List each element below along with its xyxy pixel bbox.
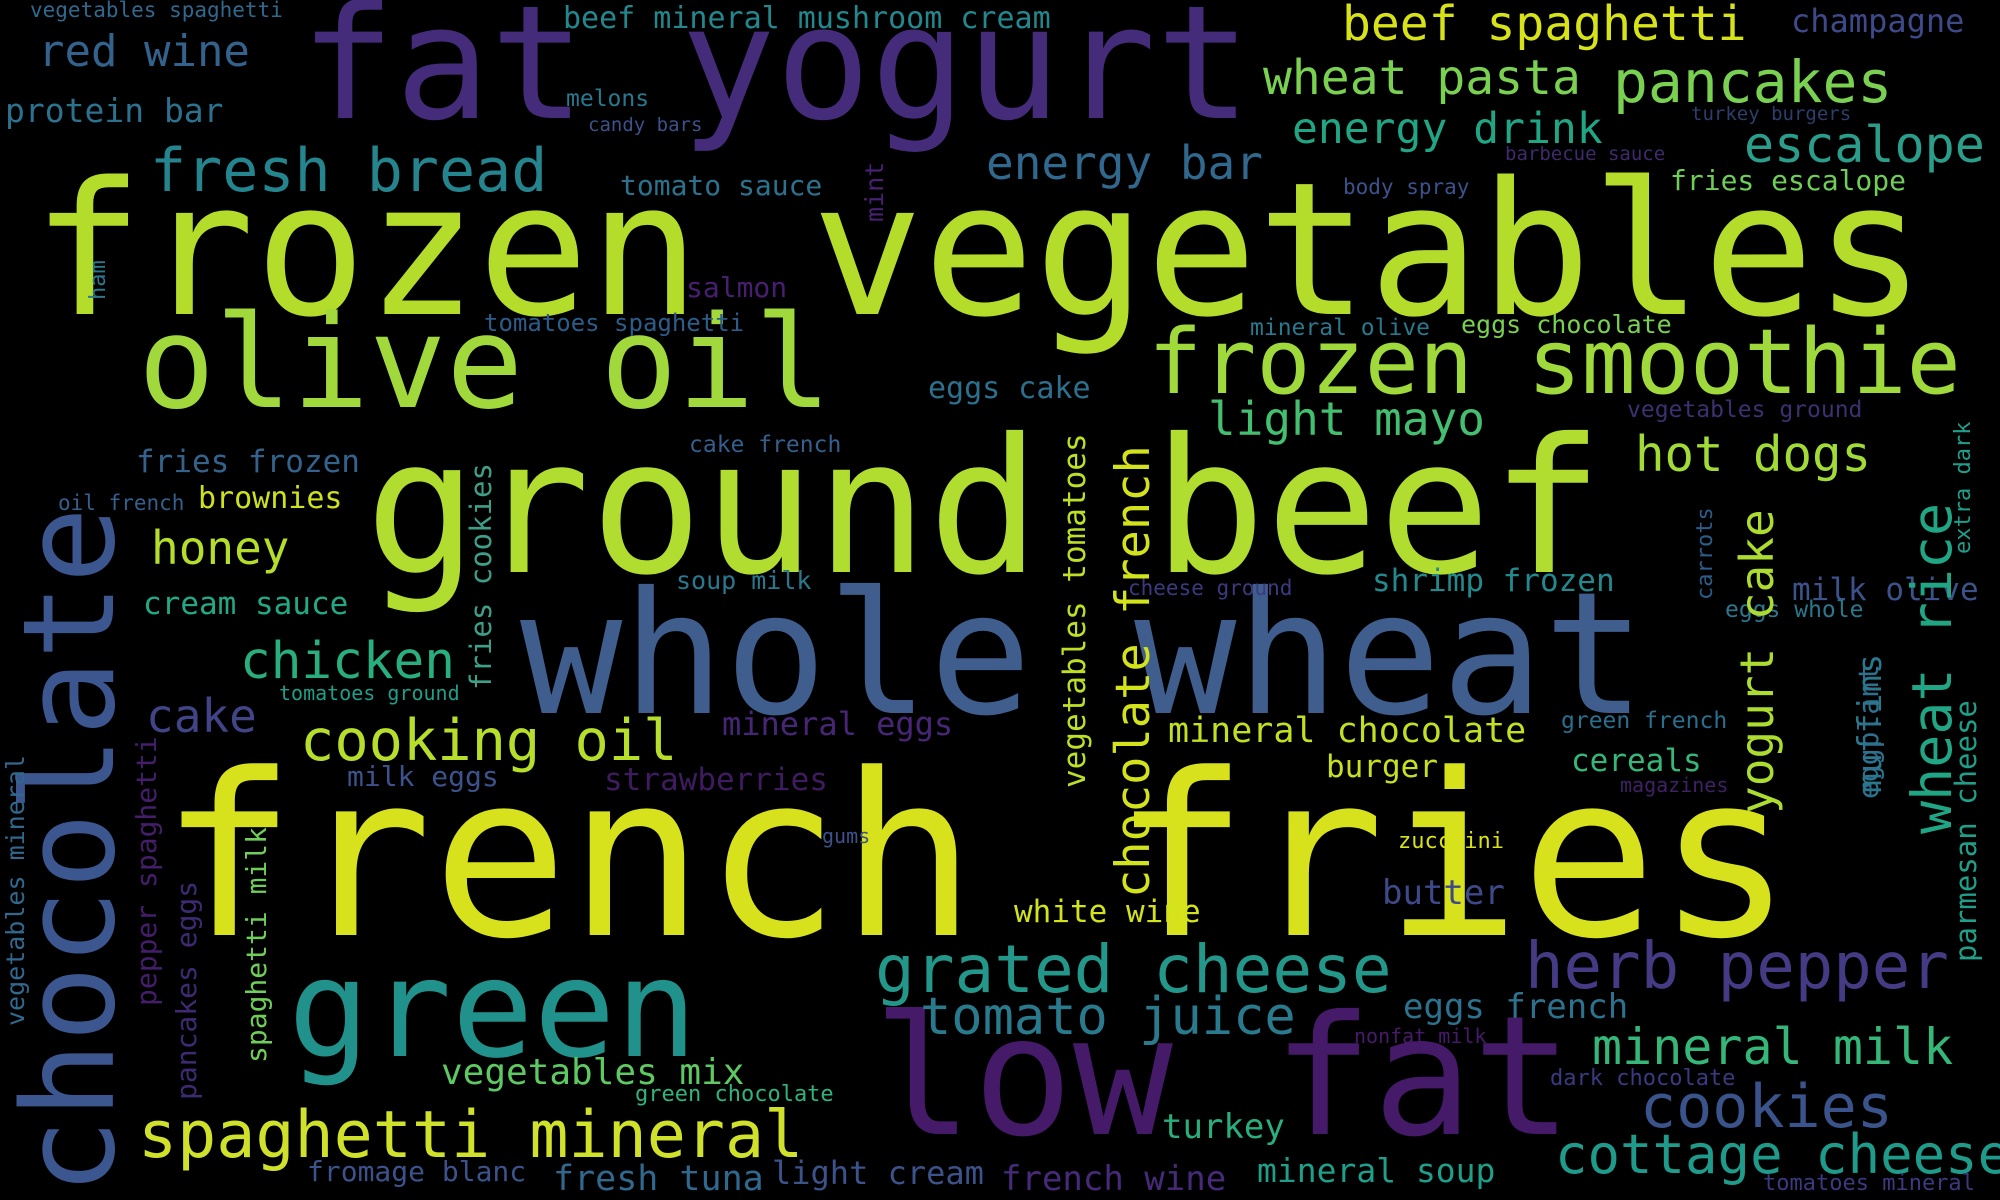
word: ground beef	[365, 399, 1604, 617]
word: tomatoes mineral	[1763, 1171, 1975, 1196]
word: turkey	[1162, 1107, 1285, 1147]
word: fromage blanc	[307, 1155, 527, 1188]
word: wheat pasta	[1263, 50, 1581, 106]
word: energy bar	[986, 136, 1263, 190]
word: low fat	[873, 981, 1573, 1174]
word: body spray	[1343, 175, 1470, 199]
word: pancakes	[1613, 48, 1893, 116]
word: tomatoes spaghetti	[484, 309, 745, 337]
word: cooking oil	[300, 708, 678, 774]
word: olive oil	[138, 289, 832, 438]
word: oil french	[58, 491, 185, 515]
word: shrimp frozen	[1372, 563, 1615, 599]
word: light mayo	[1208, 392, 1485, 446]
word: cake french	[689, 432, 842, 458]
word: chocolate french	[1106, 445, 1161, 898]
word: extra dark	[1951, 421, 1976, 554]
word: soup milk	[676, 566, 812, 595]
word: light cream	[772, 1154, 984, 1192]
word: fresh tuna	[553, 1159, 764, 1199]
word: frozen smoothie	[1148, 310, 1961, 415]
word: milk eggs	[347, 760, 499, 793]
word: cereals	[1571, 743, 1702, 779]
word: frozen vegetables	[32, 142, 1926, 358]
word: ham	[86, 260, 111, 300]
word: dark chocolate	[1550, 1066, 1736, 1091]
word: beef mineral mushroom cream	[563, 1, 1051, 36]
word: vegetables tomatoes	[1057, 433, 1093, 788]
word: french wine	[1001, 1159, 1227, 1199]
word: candy bars	[588, 114, 703, 136]
word: carrots	[1693, 507, 1718, 600]
word: nonfat milk	[1354, 1024, 1487, 1048]
word: mint	[860, 161, 889, 222]
word: gums	[822, 824, 871, 848]
word: hot dogs	[1635, 426, 1872, 483]
word: pepper spaghetti	[130, 736, 163, 1006]
word: spaghetti milk	[240, 826, 273, 1063]
word: white wine	[1014, 894, 1201, 930]
word: tomato juice	[920, 987, 1296, 1047]
word: mineral olive	[1250, 315, 1431, 341]
word: eggs cake	[928, 371, 1091, 406]
word: burger	[1326, 749, 1438, 785]
word: brownies	[198, 481, 343, 516]
word: eggs french	[1403, 987, 1629, 1027]
word: fresh bread	[150, 136, 548, 206]
word: french fries	[160, 726, 1793, 989]
word: fat yogurt	[300, 0, 1252, 156]
word: mineral chocolate	[1168, 711, 1527, 751]
word: spaghetti mineral	[138, 1098, 804, 1173]
word: parmesan cheese	[1949, 700, 1983, 962]
word: whole wheat	[520, 556, 1646, 754]
word: fries frozen	[136, 444, 360, 480]
word: cottage cheese	[1555, 1123, 2000, 1186]
word: herb pepper	[1525, 930, 1949, 1004]
word: salmon	[686, 271, 788, 304]
word: mineral eggs	[722, 705, 954, 743]
word: champagne	[1791, 2, 1965, 40]
word: fries cookies	[464, 463, 498, 690]
word: vegetables mineral	[1, 755, 30, 1026]
word: fries escalope	[1670, 164, 1907, 197]
word: turkey burgers	[1691, 103, 1852, 125]
word: green french	[1561, 708, 1728, 734]
word: beef spaghetti	[1342, 0, 1747, 52]
word: energy drink	[1292, 104, 1603, 154]
word: melons	[566, 86, 650, 112]
word: eggs whole	[1725, 597, 1864, 623]
word: mineral milk	[1592, 1018, 1954, 1076]
word: tomato sauce	[620, 169, 823, 202]
word: protein bar	[5, 91, 224, 130]
word: eggplant	[1852, 664, 1885, 799]
word: yogurt cake	[1730, 509, 1784, 814]
word: escalope	[1744, 116, 1985, 174]
word: pancakes eggs	[170, 880, 203, 1100]
word: cookies	[1640, 1072, 1893, 1142]
word: barbecue sauce	[1505, 143, 1666, 165]
word: magazines	[1620, 773, 1729, 797]
word: mineral soup	[1257, 1151, 1496, 1190]
word: eggs chocolate	[1461, 310, 1672, 339]
word: butter	[1382, 873, 1505, 913]
word: cream sauce	[143, 586, 349, 622]
word: tomatoes ground	[279, 681, 460, 705]
word: cake	[146, 689, 257, 743]
word: strawberries	[604, 762, 828, 798]
word: red wine	[38, 26, 250, 77]
word: zucchini	[1398, 829, 1504, 854]
word: grated cheese	[875, 931, 1392, 1008]
word: green chocolate	[635, 1082, 834, 1107]
word: vegetables ground	[1627, 397, 1863, 423]
word: honey	[151, 521, 290, 575]
word: milk olive	[1792, 572, 1979, 608]
word: green	[288, 931, 698, 1089]
word: chicken	[240, 632, 455, 691]
word: vegetables mix	[441, 1052, 745, 1093]
word: vegetables spaghetti	[30, 0, 283, 22]
word: cheese ground	[1128, 576, 1293, 600]
